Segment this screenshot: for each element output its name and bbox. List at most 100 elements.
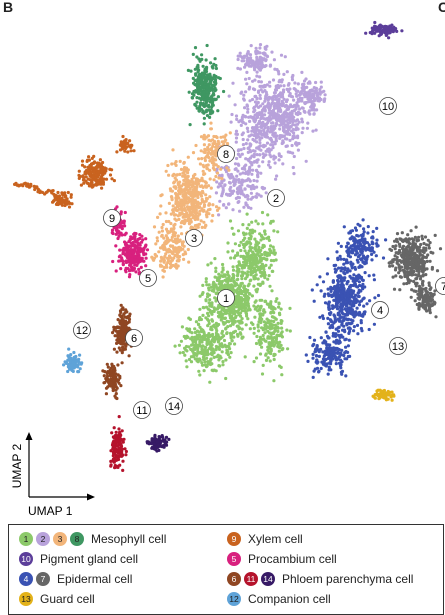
data-point	[264, 191, 268, 195]
data-point	[345, 357, 349, 361]
data-point	[199, 149, 203, 153]
cluster-8-points	[186, 43, 226, 127]
data-point	[332, 292, 336, 297]
data-point	[275, 134, 279, 138]
data-point	[244, 77, 248, 81]
data-point	[371, 230, 375, 234]
data-point	[200, 157, 204, 161]
data-point	[259, 132, 263, 136]
data-point	[438, 247, 443, 251]
data-point	[247, 307, 251, 311]
data-point	[322, 89, 326, 93]
data-point	[324, 364, 328, 368]
data-point	[427, 246, 431, 250]
data-point	[334, 362, 338, 366]
data-point	[164, 211, 168, 215]
data-point	[202, 306, 206, 310]
data-point	[415, 276, 419, 281]
data-point	[268, 165, 272, 169]
data-point	[245, 59, 249, 63]
data-point	[347, 310, 351, 314]
data-point	[268, 106, 272, 110]
data-point	[311, 99, 316, 103]
data-point	[342, 318, 346, 322]
data-point	[416, 249, 420, 253]
data-point	[203, 360, 207, 364]
data-point	[246, 302, 250, 306]
data-point	[249, 44, 253, 48]
data-point	[274, 338, 278, 342]
data-point	[412, 289, 416, 293]
data-point	[263, 229, 267, 234]
data-point	[296, 134, 300, 138]
data-point	[131, 261, 135, 265]
data-point	[170, 162, 174, 166]
data-point	[340, 311, 344, 315]
data-point	[276, 230, 280, 234]
data-point	[356, 260, 360, 264]
data-point	[345, 244, 349, 248]
data-point	[247, 184, 251, 188]
data-point	[267, 266, 272, 270]
data-point	[254, 130, 258, 134]
data-point	[239, 314, 243, 318]
data-point	[271, 251, 275, 255]
data-point	[272, 58, 276, 62]
data-point	[214, 205, 219, 209]
data-point	[214, 299, 218, 303]
data-point	[318, 275, 322, 279]
data-point	[202, 122, 206, 126]
data-point	[262, 237, 266, 241]
data-point	[253, 149, 257, 153]
data-point	[133, 263, 137, 267]
data-point	[161, 244, 165, 248]
data-point	[339, 307, 343, 311]
data-point	[217, 76, 221, 80]
data-point	[170, 258, 174, 262]
data-point	[183, 218, 187, 222]
data-point	[115, 350, 119, 354]
data-point	[339, 257, 343, 261]
data-point	[208, 298, 212, 302]
data-point	[186, 155, 190, 159]
data-point	[326, 287, 330, 291]
data-point	[243, 187, 247, 191]
data-point	[336, 357, 340, 361]
data-point	[296, 148, 300, 152]
data-point	[196, 200, 200, 204]
data-point	[266, 101, 271, 105]
data-point	[255, 257, 259, 261]
data-point	[214, 269, 218, 274]
cluster-2-points	[214, 43, 327, 217]
data-point	[116, 318, 120, 322]
data-point	[190, 194, 195, 198]
data-point	[344, 374, 348, 378]
data-point	[269, 319, 273, 323]
data-point	[351, 279, 355, 283]
data-point	[312, 369, 316, 373]
data-point	[335, 338, 339, 342]
data-point	[200, 176, 204, 180]
data-point	[251, 195, 255, 199]
data-point	[270, 289, 274, 293]
data-point	[221, 312, 225, 316]
data-point	[159, 204, 163, 208]
data-point	[334, 341, 338, 345]
data-point	[126, 255, 130, 259]
data-point	[231, 268, 236, 272]
data-point	[243, 258, 248, 262]
data-point	[349, 276, 353, 280]
data-point	[269, 96, 273, 100]
data-point	[192, 175, 196, 179]
data-point	[219, 344, 223, 348]
data-point	[312, 299, 316, 303]
data-point	[272, 116, 276, 120]
data-point	[348, 255, 352, 259]
data-point	[166, 260, 170, 265]
data-point	[367, 327, 371, 332]
data-point	[166, 163, 170, 168]
data-point	[300, 117, 304, 121]
data-point	[355, 233, 359, 238]
data-point	[239, 248, 243, 253]
data-point	[261, 280, 265, 284]
